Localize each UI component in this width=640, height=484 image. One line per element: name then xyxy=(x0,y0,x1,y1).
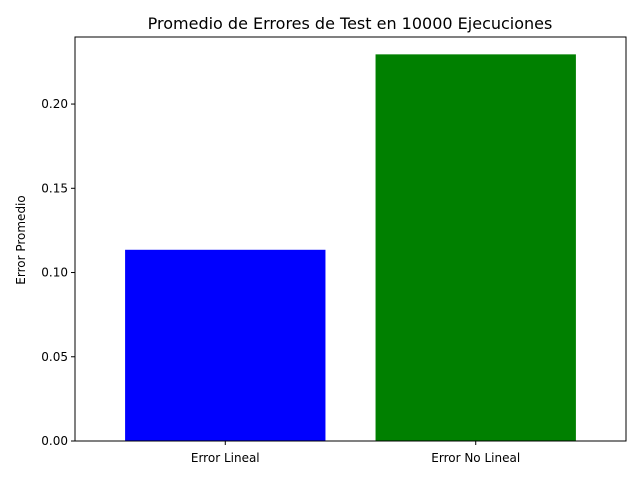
chart-title: Promedio de Errores de Test en 10000 Eje… xyxy=(148,14,553,33)
bars-group xyxy=(125,54,576,442)
y-ticks-group: 0.00 0.05 0.10 0.15 0.20 xyxy=(41,97,75,448)
x-tick-label: Error No Lineal xyxy=(431,451,520,465)
y-tick-label: 0.15 xyxy=(41,181,68,195)
plot-area-frame xyxy=(74,36,627,442)
bar-error-no-lineal xyxy=(375,54,576,442)
y-axis-label: Error Promedio xyxy=(14,195,28,284)
y-tick-label: 0.10 xyxy=(41,266,68,280)
y-tick-label: 0.05 xyxy=(41,350,68,364)
y-tick-label: 0.20 xyxy=(41,97,68,111)
bar-error-lineal xyxy=(125,249,326,441)
x-tick-label: Error Lineal xyxy=(191,451,260,465)
y-tick-label: 0.00 xyxy=(41,434,68,448)
x-ticks-group: Error Lineal Error No Lineal xyxy=(191,441,520,465)
